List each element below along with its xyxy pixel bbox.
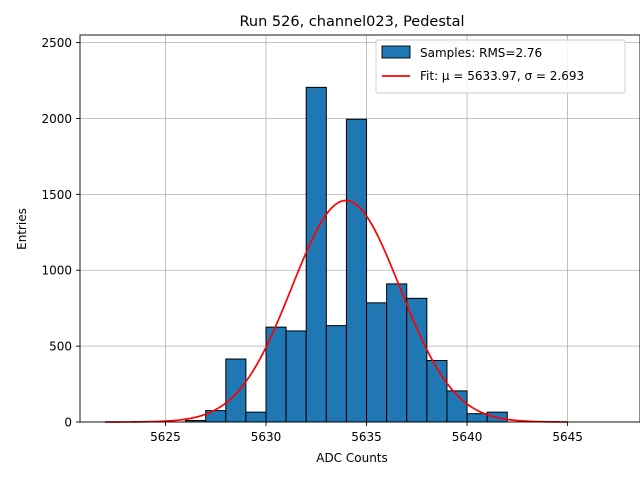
x-tick-label: 5630 [251, 430, 282, 444]
x-tick-label: 5625 [150, 430, 181, 444]
histogram-bar [225, 358, 247, 423]
y-tick-label: 2000 [41, 112, 72, 126]
x-axis-ticks: 5625 5630 5635 5640 5645 [150, 422, 583, 444]
legend-samples-swatch [381, 45, 411, 59]
legend-samples-label: Samples: RMS=2.76 [420, 46, 542, 60]
histogram-bar [466, 413, 488, 423]
legend: Samples: RMS=2.76 Fit: μ = 5633.97, σ = … [375, 39, 626, 94]
x-axis-label: ADC Counts [316, 451, 388, 465]
y-tick-label: 500 [49, 340, 72, 354]
histogram-bar [386, 283, 408, 423]
y-tick-label: 1000 [41, 264, 72, 278]
chart-title: Run 526, channel023, Pedestal [239, 14, 464, 30]
histogram-bar [305, 86, 327, 423]
histogram-bar [325, 325, 347, 423]
y-tick-label: 2500 [41, 36, 72, 50]
axes-frame [79, 34, 640, 423]
y-tick-label: 1500 [41, 188, 72, 202]
histogram-bar [406, 297, 428, 423]
histogram-bar [345, 118, 368, 423]
x-tick-label: 5640 [452, 430, 483, 444]
fit-curve-group [105, 199, 568, 423]
x-tick-label: 5645 [552, 430, 583, 444]
y-tick-label: 0 [64, 416, 72, 430]
x-tick-label: 5635 [351, 430, 382, 444]
legend-box [375, 39, 626, 94]
histogram-bar [245, 411, 267, 423]
y-axis-ticks: 0 500 1000 1500 2000 2500 [41, 36, 80, 430]
fit-curve [105, 199, 568, 423]
histogram-bar [285, 330, 307, 423]
legend-fit-label: Fit: μ = 5633.97, σ = 2.693 [420, 69, 584, 83]
histogram-bar [366, 302, 388, 423]
y-axis-label: Entries [15, 208, 29, 250]
